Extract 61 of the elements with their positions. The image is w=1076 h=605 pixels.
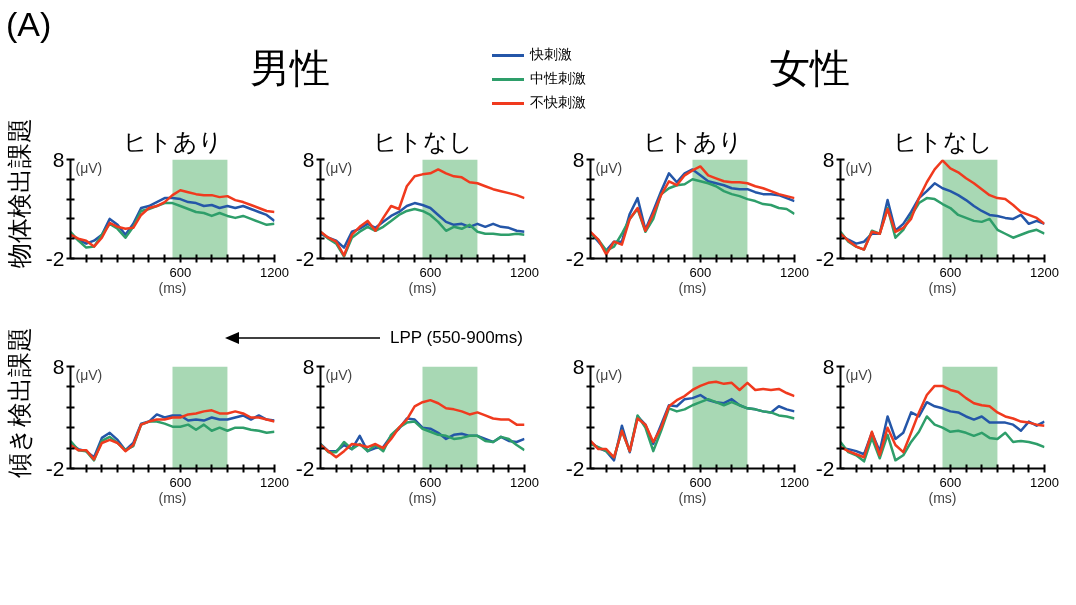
y-tick-label: -2 [565, 246, 585, 270]
y-tick-label: -2 [565, 456, 585, 480]
x-tick-label: 600 [689, 264, 712, 280]
text: LPP (550-900ms) [390, 327, 523, 349]
y-tick-label: -2 [815, 246, 835, 270]
y-axis-title: (μV) [595, 366, 623, 383]
y-tick-label: -2 [815, 456, 835, 480]
y-axis-title: (μV) [595, 159, 623, 176]
x-tick-label: 600 [419, 264, 442, 280]
y-axis-title: (μV) [75, 159, 103, 176]
x-axis-title: (ms) [678, 279, 707, 296]
x-tick-label: 1200 [260, 264, 289, 280]
x-tick-label: 1200 [1030, 474, 1059, 490]
x-tick-label: 1200 [510, 264, 539, 280]
y-axis-title: (μV) [845, 159, 873, 176]
y-tick-label: 8 [52, 147, 65, 171]
y-axis-title: (μV) [325, 159, 353, 176]
chart-title: ヒトあり [122, 127, 223, 155]
chart-title: ヒトなし [372, 127, 473, 155]
y-axis-title: (μV) [75, 366, 103, 383]
x-tick-label: 1200 [780, 474, 809, 490]
y-tick-label: 8 [822, 354, 835, 378]
y-axis-title: (μV) [325, 366, 353, 383]
text: 女性 [769, 45, 851, 92]
y-tick-label: -2 [45, 456, 65, 480]
x-tick-label: 1200 [780, 264, 809, 280]
legend-label: 不快刺激 [529, 93, 586, 112]
text: 物体検出課題 [4, 118, 34, 268]
y-tick-label: -2 [45, 246, 65, 270]
x-axis-title: (ms) [408, 489, 437, 506]
x-tick-label: 600 [169, 474, 192, 490]
chart-title: ヒトあり [642, 127, 743, 155]
y-tick-label: 8 [302, 147, 315, 171]
legend-label: 快刺激 [528, 45, 572, 64]
legend-label: 中性刺激 [529, 69, 586, 88]
x-tick-label: 600 [689, 474, 712, 490]
x-axis-title: (ms) [158, 489, 187, 506]
x-axis-title: (ms) [158, 279, 187, 296]
y-tick-label: 8 [52, 354, 65, 378]
y-axis-title: (μV) [845, 366, 873, 383]
text: 傾き検出課題 [4, 327, 34, 478]
text: 男性 [249, 45, 331, 92]
x-axis-title: (ms) [928, 489, 957, 506]
x-axis-title: (ms) [678, 489, 707, 506]
text: (A) [6, 4, 52, 45]
x-tick-label: 1200 [260, 474, 289, 490]
y-tick-label: -2 [295, 246, 315, 270]
x-tick-label: 600 [939, 474, 962, 490]
y-tick-label: 8 [572, 147, 585, 171]
x-axis-title: (ms) [408, 279, 437, 296]
x-axis-title: (ms) [928, 279, 957, 296]
x-tick-label: 1200 [510, 474, 539, 490]
y-tick-label: 8 [302, 354, 315, 378]
x-tick-label: 600 [939, 264, 962, 280]
y-tick-label: 8 [822, 147, 835, 171]
y-tick-label: -2 [295, 456, 315, 480]
x-tick-label: 600 [419, 474, 442, 490]
chart-title: ヒトなし [892, 127, 993, 155]
x-tick-label: 600 [169, 264, 192, 280]
x-tick-label: 1200 [1030, 264, 1059, 280]
y-tick-label: 8 [572, 354, 585, 378]
